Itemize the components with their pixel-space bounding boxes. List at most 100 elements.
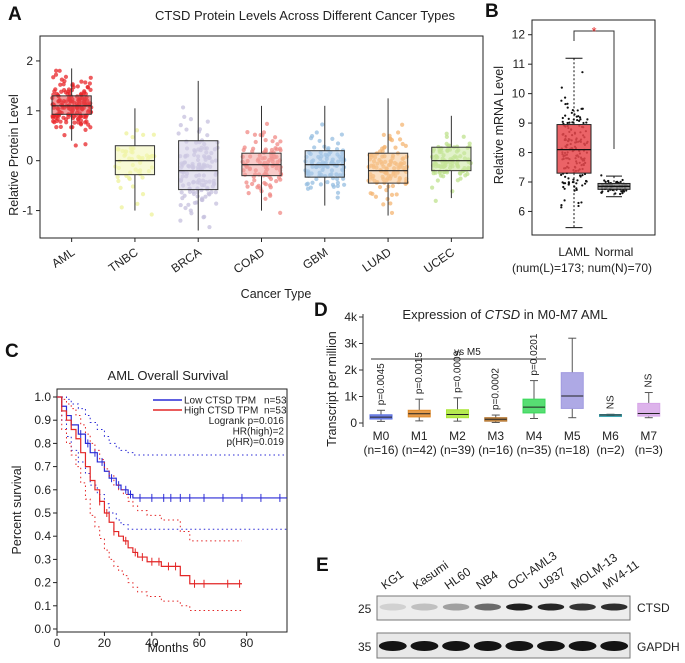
panel-d-pvalue: p=0.0201 [529, 333, 540, 375]
marker-35: 35 [358, 640, 372, 654]
panel-b-chart: Relative mRNA Level (num(L)=173; num(N)=… [492, 19, 656, 275]
panel-a-point [179, 190, 184, 195]
panel-d-count-label: (n=3) [635, 443, 663, 457]
panel-a-box [51, 95, 92, 115]
panel-a-point [245, 184, 250, 189]
panel-a-point [330, 136, 335, 141]
panel-a-title: CTSD Protein Levels Across Different Can… [155, 8, 456, 23]
panel-a-point [389, 192, 395, 197]
panel-a-point [140, 192, 146, 197]
panel-a-point [272, 135, 278, 140]
panel-c-ytick-label: 0.8 [34, 436, 51, 450]
panel-d-count-label: (n=42) [402, 443, 437, 457]
panel-a-point [213, 190, 218, 195]
panel-a-point [251, 146, 256, 151]
panel-a-point [178, 122, 183, 128]
panel-a-point [438, 173, 444, 178]
panel-a-point [207, 224, 212, 230]
panel-a-point [245, 130, 250, 135]
blot-ctsd-band [600, 603, 628, 611]
blot-gapdh-band [410, 641, 439, 651]
panel-a-point [278, 139, 283, 144]
panel-a-point [467, 141, 472, 146]
panel-a-ylabel: Relative Protein Level [7, 94, 21, 216]
panel-a-point [444, 134, 449, 139]
blot-gapdh-band [505, 641, 534, 651]
panel-b-xtick-label: Normal [595, 245, 634, 259]
panel-b-point [581, 184, 584, 187]
panel-a-point [86, 122, 91, 127]
panel-b-point [585, 121, 588, 124]
panel-a-point [389, 210, 395, 216]
panel-b-point [566, 121, 569, 125]
blot-ctsd-band [569, 603, 596, 611]
panel-b-point [563, 187, 566, 190]
panel-a-point [51, 75, 56, 80]
panel-a-point [320, 122, 325, 127]
panel-a-point [85, 85, 90, 90]
panel-a-point [444, 131, 449, 136]
panel-a-point [178, 218, 183, 223]
panel-letter-e: E [316, 555, 329, 576]
panel-c-ci-lower [57, 396, 242, 611]
panel-c-ytick-label: 0.1 [34, 599, 51, 613]
blot-ctsd-band [411, 603, 438, 611]
panel-c-ytick-label: 0.2 [34, 576, 51, 590]
blot-gapdh-band [537, 641, 565, 651]
panel-a-ytick-label: 2 [26, 54, 33, 68]
panel-b-point [607, 190, 610, 193]
panel-a-point [53, 72, 59, 77]
panel-c-legend-n: n=53 [264, 406, 287, 417]
panel-c-ytick-label: 0.0 [34, 622, 51, 636]
blot-ctsd-band [379, 603, 407, 611]
panel-a-point [118, 185, 123, 191]
panel-b-box [556, 124, 592, 174]
panel-a-ytick-label: 0 [26, 154, 33, 168]
panel-a-point [394, 192, 399, 197]
panel-b-point [576, 118, 579, 122]
panel-b-point [580, 107, 583, 110]
panel-a-point [184, 127, 189, 132]
panel-a-point [200, 197, 205, 203]
panel-b-point [576, 109, 579, 112]
panel-c-xtick-label: 0 [54, 636, 61, 650]
panel-a-xlabel: Cancer Type [241, 287, 312, 301]
panel-a-point [368, 191, 373, 196]
blot-gapdh-band [442, 641, 470, 651]
panel-a-point [62, 133, 67, 138]
panel-b-ytick-label: 8 [518, 146, 525, 160]
lane-label: NB4 [473, 567, 500, 592]
panel-c-survival-line [57, 396, 242, 585]
panel-d-title-pre: Expression of [402, 307, 484, 322]
panel-a-point [88, 87, 93, 92]
panel-d-xtick-label: M7 [640, 429, 657, 443]
panel-a-point [335, 180, 341, 185]
panel-a-point [130, 135, 135, 140]
panel-a-point [151, 132, 156, 137]
panel-b-point [604, 180, 607, 184]
panel-a-point [205, 119, 210, 124]
panel-b-ylabel: Relative mRNA Level [492, 66, 506, 184]
panel-a-xtick-label: LUAD [360, 245, 395, 275]
panel-b-point [561, 120, 564, 123]
panel-b-significance: * [592, 25, 597, 39]
panel-b-point [577, 115, 580, 118]
panel-a-point [341, 176, 346, 181]
panel-b-point [581, 174, 584, 177]
panel-c-stat: Logrank p=0.016 [209, 416, 285, 427]
panel-a-point [116, 178, 121, 184]
panel-a-point [253, 139, 258, 145]
panel-a-point [65, 91, 70, 97]
panel-a-point [335, 190, 341, 195]
panel-a-point [309, 134, 315, 139]
panel-b-point [568, 121, 571, 124]
panel-b-point [583, 182, 587, 185]
panel-a-point [263, 196, 268, 201]
panel-a-point [339, 132, 344, 137]
panel-d-chart: Expression of CTSD in M0-M7 AML Transcri… [325, 307, 663, 457]
blot-ctsd-band [474, 603, 501, 611]
panel-d-count-label: (n=16) [478, 443, 513, 457]
panel-b-point [567, 181, 570, 184]
panel-c-ytick-label: 0.7 [34, 460, 51, 474]
panel-c-xtick-label: 80 [240, 636, 254, 650]
